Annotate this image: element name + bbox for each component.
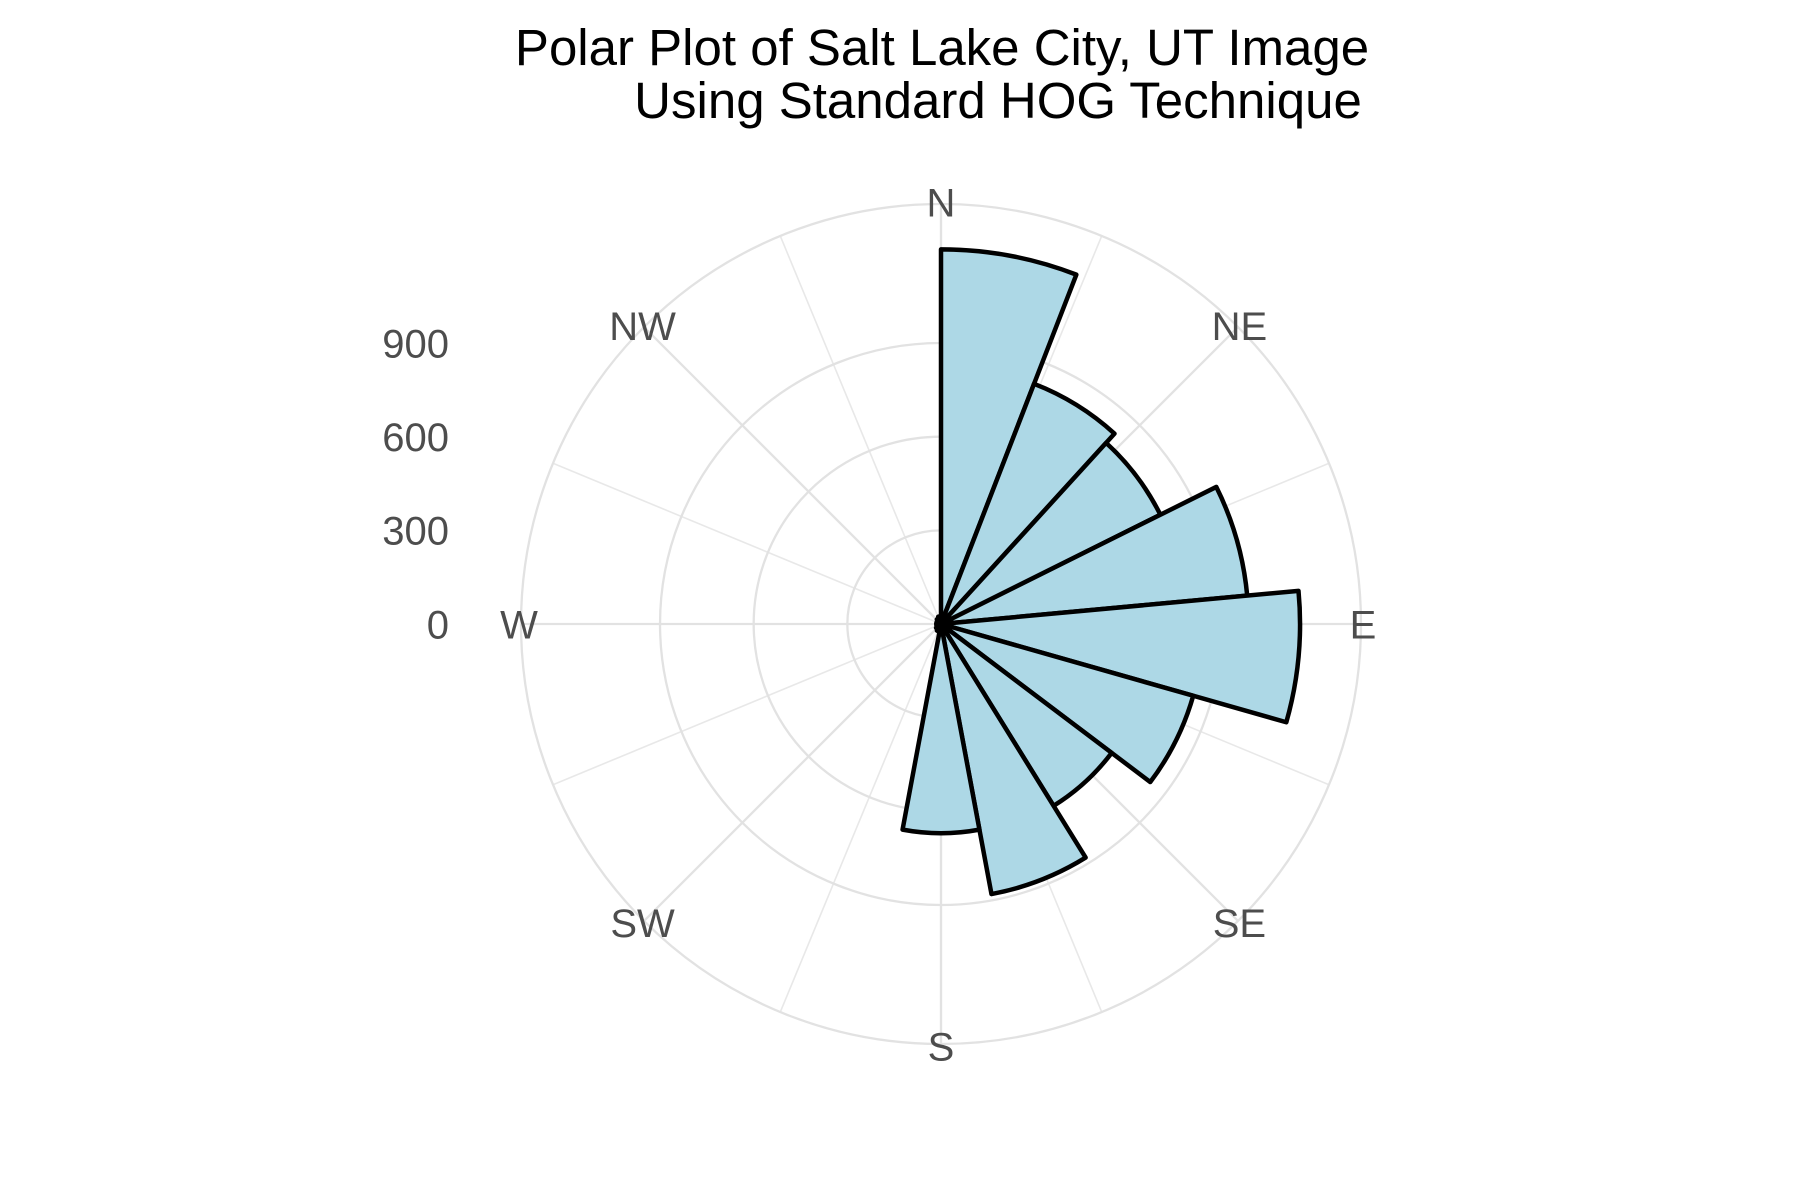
compass-label: N [927, 181, 956, 225]
compass-label: NW [609, 305, 676, 349]
hog-wedge [938, 381, 1117, 627]
chart-title-line2: Using Standard HOG Technique [634, 72, 1362, 129]
hog-wedge [900, 621, 982, 836]
chart-title-line1: Polar Plot of Salt Lake City, UT Image [514, 19, 1370, 76]
hog-wedge [938, 621, 1088, 897]
grid-spoke-major [643, 623, 942, 922]
compass-label: SE [1213, 902, 1266, 946]
r-axis-tick-label: 600 [382, 416, 449, 460]
hog-wedge [938, 247, 1079, 627]
compass-label: S [928, 1025, 955, 1069]
grid-spoke-minor [552, 623, 942, 786]
grid-spoke-minor [779, 623, 942, 1013]
r-axis-tick-label: 300 [382, 510, 449, 554]
r-axis-tick-label: 0 [427, 603, 449, 647]
grid-spoke-major [643, 326, 942, 625]
compass-label: E [1350, 603, 1377, 647]
compass-label: SW [610, 902, 675, 946]
hog-wedge [935, 613, 944, 627]
panel-border-circle [519, 202, 1363, 1046]
hog-wedge [938, 588, 1303, 725]
compass-label: NE [1212, 305, 1268, 349]
compass-label: W [500, 603, 538, 647]
r-axis-tick-label: 900 [382, 322, 449, 366]
hog-wedge [938, 621, 1196, 785]
grid-spoke-minor [552, 462, 942, 625]
grid-spoke-minor [779, 235, 942, 625]
